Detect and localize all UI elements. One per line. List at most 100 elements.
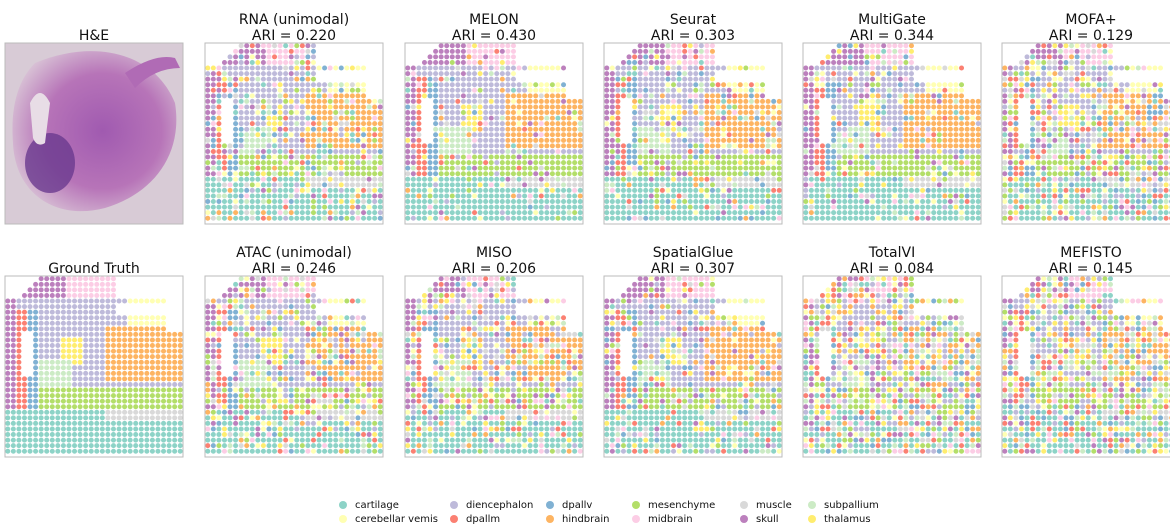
spot xyxy=(450,193,455,198)
spot xyxy=(1102,171,1107,176)
spot xyxy=(339,199,344,204)
spot xyxy=(632,155,637,160)
spot xyxy=(278,88,283,93)
spot xyxy=(572,127,577,132)
spot xyxy=(809,182,814,187)
spot xyxy=(953,121,958,126)
spot xyxy=(455,71,460,76)
spot xyxy=(305,171,310,176)
spot xyxy=(550,121,555,126)
spot xyxy=(1080,149,1085,154)
spot xyxy=(550,116,555,121)
spot xyxy=(355,104,360,109)
spot xyxy=(78,393,83,398)
spot xyxy=(1119,104,1124,109)
spot xyxy=(1069,54,1074,59)
spot xyxy=(533,160,538,165)
spot xyxy=(66,449,71,454)
spot xyxy=(250,60,255,65)
spot xyxy=(881,121,886,126)
spot xyxy=(83,326,88,331)
spot xyxy=(643,210,648,215)
spot xyxy=(1147,205,1152,210)
spot xyxy=(892,155,897,160)
spot xyxy=(328,205,333,210)
spot xyxy=(1075,160,1080,165)
spot xyxy=(539,210,544,215)
spot xyxy=(211,149,216,154)
spot xyxy=(539,149,544,154)
spot xyxy=(61,432,66,437)
spot xyxy=(478,93,483,98)
spot xyxy=(859,216,864,221)
spot xyxy=(1114,121,1119,126)
spot xyxy=(511,205,516,210)
spot xyxy=(455,182,460,187)
spot xyxy=(300,210,305,215)
spot xyxy=(511,49,516,54)
spot xyxy=(859,77,864,82)
spot xyxy=(809,177,814,182)
spot xyxy=(665,88,670,93)
spot xyxy=(539,171,544,176)
spot xyxy=(1069,49,1074,54)
spot xyxy=(433,127,438,132)
spot xyxy=(814,88,819,93)
spot xyxy=(898,60,903,65)
spot xyxy=(1063,49,1068,54)
spot xyxy=(1080,110,1085,115)
spot xyxy=(859,132,864,137)
spot xyxy=(716,155,721,160)
spot xyxy=(881,66,886,71)
spot xyxy=(494,127,499,132)
spot xyxy=(428,88,433,93)
spot xyxy=(976,99,981,104)
spot xyxy=(1058,127,1063,132)
spot xyxy=(16,376,21,381)
spot xyxy=(461,60,466,65)
spot xyxy=(578,127,583,132)
spot xyxy=(654,99,659,104)
spot xyxy=(11,365,16,370)
spot xyxy=(926,182,931,187)
spot xyxy=(517,166,522,171)
spot xyxy=(350,93,355,98)
spot xyxy=(1164,155,1169,160)
spot xyxy=(72,449,77,454)
spot xyxy=(322,177,327,182)
spot xyxy=(1164,132,1169,137)
spot xyxy=(837,110,842,115)
spot xyxy=(1047,77,1052,82)
spot xyxy=(1097,99,1102,104)
spot xyxy=(205,155,210,160)
spot xyxy=(228,82,233,87)
spot xyxy=(710,155,715,160)
spot xyxy=(1080,93,1085,98)
spot xyxy=(604,71,609,76)
spot xyxy=(244,138,249,143)
spot xyxy=(528,104,533,109)
spot xyxy=(870,182,875,187)
spot xyxy=(1164,149,1169,154)
spot xyxy=(610,116,615,121)
spot xyxy=(926,132,931,137)
spot xyxy=(1108,210,1113,215)
spot xyxy=(610,166,615,171)
spot xyxy=(294,155,299,160)
spot xyxy=(361,132,366,137)
spot xyxy=(367,132,372,137)
spot xyxy=(317,193,322,198)
spot xyxy=(472,116,477,121)
spot xyxy=(738,93,743,98)
spot xyxy=(1102,43,1107,48)
spot xyxy=(1114,138,1119,143)
spot xyxy=(1013,166,1018,171)
spot xyxy=(1047,149,1052,154)
spot xyxy=(1052,160,1057,165)
spot xyxy=(28,310,33,315)
spot xyxy=(261,149,266,154)
spot xyxy=(344,66,349,71)
spot xyxy=(578,205,583,210)
spot xyxy=(205,210,210,215)
spot xyxy=(555,160,560,165)
